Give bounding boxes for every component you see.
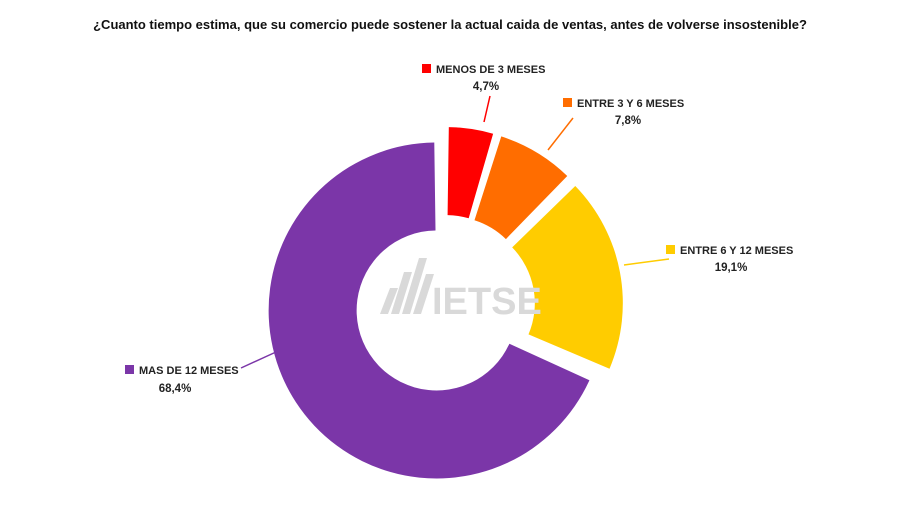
watermark-text: IETSE <box>432 281 542 323</box>
label-swatch-entre-3-y-6-meses <box>563 98 572 107</box>
label-swatch-entre-6-y-12-meses <box>666 245 675 254</box>
slice-entre-3-y-6-meses <box>474 136 568 240</box>
label-swatch-menos-de-3-meses <box>422 64 431 73</box>
slice-menos-de-3-meses <box>447 127 494 219</box>
slice-mas-de-12-meses <box>268 142 590 479</box>
slices-group <box>268 127 623 479</box>
label-value-menos-de-3-meses: 4,7% <box>473 81 499 93</box>
label-value-mas-de-12-meses: 68,4% <box>159 383 192 395</box>
leader-line-mas-de-12-meses <box>240 351 277 369</box>
slice-entre-6-y-12-meses <box>512 186 623 369</box>
leader-line-entre-6-y-12-meses <box>623 258 670 266</box>
labels-group: MENOS DE 3 MESES 4,7% ENTRE 3 Y 6 MESES 7,8… <box>125 64 793 395</box>
leader-line-menos-de-3-meses <box>483 95 491 123</box>
label-name-menos-de-3-meses: MENOS DE 3 MESES <box>436 64 545 76</box>
label-value-entre-6-y-12-meses: 19,1% <box>715 262 748 274</box>
logo-bars-icon <box>380 258 434 314</box>
label-swatch-mas-de-12-meses <box>125 365 134 374</box>
label-name-entre-6-y-12-meses: ENTRE 6 Y 12 MESES <box>680 245 793 257</box>
leader-line-entre-3-y-6-meses <box>547 117 574 151</box>
leader-lines-group <box>240 95 670 369</box>
label-name-entre-3-y-6-meses: ENTRE 3 Y 6 MESES <box>577 98 684 110</box>
chart-title: ¿Cuanto tiempo estima, que su comercio p… <box>93 17 807 32</box>
label-value-entre-3-y-6-meses: 7,8% <box>615 115 641 127</box>
watermark-logo: IETSE <box>380 258 542 323</box>
label-name-mas-de-12-meses: MAS DE 12 MESES <box>139 365 239 377</box>
